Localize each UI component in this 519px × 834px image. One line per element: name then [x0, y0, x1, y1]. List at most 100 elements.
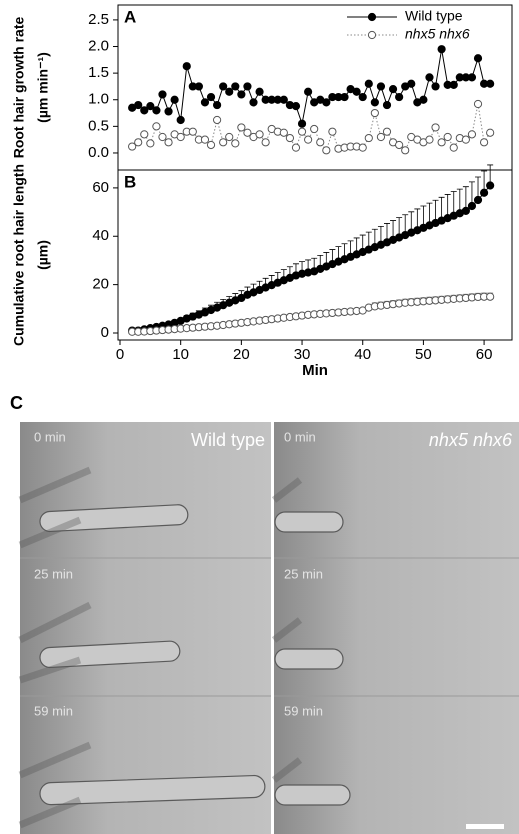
data-point — [461, 206, 470, 215]
data-point — [128, 142, 137, 151]
panel-label: B — [124, 172, 136, 191]
legend-marker — [367, 12, 377, 22]
data-point — [152, 106, 161, 115]
data-point — [467, 201, 477, 211]
y-axis-label: Cumulative root hair length — [11, 164, 27, 346]
x-tick-label: 60 — [476, 346, 493, 363]
data-point — [279, 128, 288, 137]
y-tick-label: 60 — [92, 179, 109, 196]
data-point — [376, 82, 386, 91]
data-point — [279, 95, 288, 104]
data-point — [364, 79, 373, 88]
image — [274, 422, 519, 834]
data-point — [200, 135, 210, 144]
data-point — [473, 195, 483, 205]
data-point — [407, 79, 416, 88]
y-tick-label: 2.0 — [88, 37, 109, 54]
data-point — [170, 95, 179, 104]
column-divider — [271, 422, 274, 834]
data-point — [231, 139, 240, 148]
data-point — [443, 132, 452, 142]
data-point — [188, 127, 197, 136]
x-axis-label: Min — [302, 362, 328, 379]
data-point — [140, 130, 149, 139]
data-point — [358, 92, 367, 102]
data-point — [437, 138, 446, 147]
data-point — [158, 90, 167, 99]
data-point — [401, 146, 410, 155]
data-point — [291, 102, 301, 111]
legend-marker — [367, 30, 377, 40]
data-point — [225, 132, 234, 142]
data-point — [140, 106, 149, 115]
data-point — [249, 98, 258, 107]
data-point — [243, 128, 252, 137]
data-point — [304, 87, 313, 96]
data-point — [176, 132, 185, 142]
data-point — [461, 135, 470, 144]
data-point — [473, 54, 483, 63]
y-axis-label: Root hair growth rate — [11, 17, 27, 159]
data-point — [164, 138, 173, 147]
data-point — [158, 132, 167, 142]
data-point — [285, 133, 295, 143]
data-point — [297, 127, 307, 136]
y-tick-label: 2.5 — [88, 11, 109, 28]
data-point — [176, 115, 185, 125]
time-label: 25 min — [284, 566, 323, 581]
data-point — [194, 82, 203, 91]
data-point — [425, 73, 434, 82]
x-tick-label: 20 — [233, 346, 250, 363]
column-label: nhx5 nhx6 — [429, 430, 513, 450]
data-point — [370, 108, 379, 118]
data-point — [219, 138, 228, 147]
data-point — [431, 82, 440, 91]
x-tick-label: 40 — [354, 346, 371, 363]
data-point — [200, 98, 210, 107]
data-point — [486, 292, 495, 301]
x-tick-label: 0 — [116, 346, 124, 363]
time-label: 25 min — [34, 566, 73, 581]
data-point — [352, 87, 361, 96]
data-point — [395, 92, 404, 102]
data-point — [152, 122, 161, 131]
data-point — [431, 123, 440, 132]
data-point — [364, 133, 373, 143]
y-axis-label: (µm) — [35, 240, 51, 270]
data-point — [486, 128, 495, 137]
data-point — [255, 87, 264, 96]
data-point — [388, 84, 398, 94]
x-tick-label: 50 — [415, 346, 432, 363]
data-point — [322, 146, 331, 155]
data-point — [449, 80, 458, 89]
data-point — [297, 119, 307, 128]
panel-label: C — [10, 393, 23, 413]
data-point — [304, 135, 313, 144]
data-point — [340, 92, 349, 102]
y-tick-label: 0.0 — [88, 144, 109, 161]
data-point — [146, 139, 155, 148]
data-point — [212, 115, 222, 125]
data-point — [219, 82, 228, 91]
y-tick-label: 0 — [101, 324, 109, 341]
data-point — [328, 127, 337, 136]
data-point — [237, 123, 246, 132]
data-point — [310, 124, 319, 134]
data-point — [467, 130, 477, 139]
x-tick-label: 30 — [294, 346, 311, 363]
data-point — [479, 188, 489, 197]
data-point — [376, 132, 386, 142]
y-tick-label: 1.0 — [88, 91, 109, 108]
series-line — [132, 185, 491, 332]
data-point — [437, 45, 446, 54]
root-texture — [18, 466, 303, 829]
data-point — [206, 140, 216, 150]
data-point — [261, 138, 270, 147]
y-tick-label: 1.5 — [88, 64, 109, 81]
data-point — [206, 92, 216, 102]
data-point — [382, 100, 392, 110]
data-point — [382, 127, 392, 136]
time-label: 59 min — [284, 703, 323, 718]
